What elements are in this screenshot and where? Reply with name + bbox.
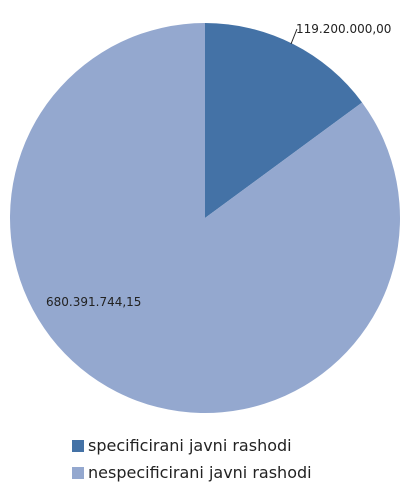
pie-slices	[10, 23, 401, 414]
legend-item-specificirani: specificirani javni rashodi	[72, 432, 312, 459]
slice-label-specificirani: 119.200.000,00	[296, 22, 391, 36]
slice-label-nespecificirani: 680.391.744,15	[46, 295, 141, 309]
pie-slice-specificirani	[205, 23, 363, 218]
pie-slice-nespecificirani	[10, 23, 401, 414]
slice-label-leader-line	[290, 28, 298, 45]
legend-label-specificirani: specificirani javni rashodi	[88, 436, 292, 455]
legend-item-nespecificirani: nespecificirani javni rashodi	[72, 459, 312, 486]
legend-swatch-specificirani	[72, 439, 84, 452]
legend-swatch-nespecificirani	[72, 466, 84, 479]
legend-label-nespecificirani: nespecificirani javni rashodi	[88, 463, 312, 482]
chart-legend: specificirani javni rashodi nespecificir…	[72, 432, 312, 486]
